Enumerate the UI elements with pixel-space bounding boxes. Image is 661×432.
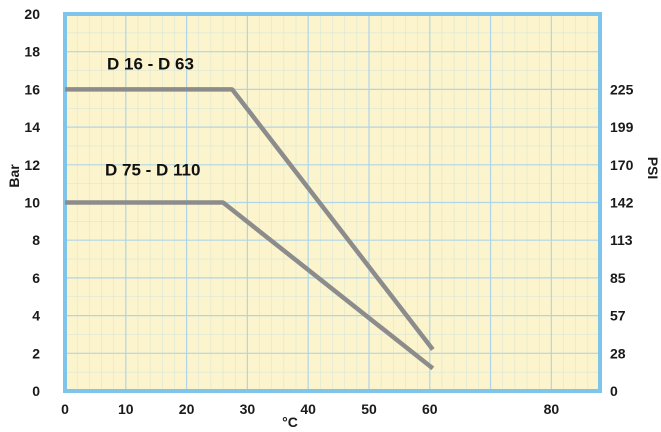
y-tick-label: 4: [32, 308, 40, 324]
x-tick-label: 50: [361, 401, 377, 417]
series-lines: [65, 87, 435, 371]
x-axis-ticks: 0 10 20 30 40 50 60 80: [61, 401, 559, 417]
x-tick-label: 10: [118, 401, 134, 417]
series-labels: D 16 - D 63 D 75 - D 110: [105, 54, 200, 179]
series-label-2: D 75 - D 110: [105, 161, 200, 180]
y2-axis-title: PSI: [645, 157, 661, 180]
series-line-1: [65, 87, 435, 351]
y-tick-label: 8: [32, 232, 40, 248]
y-tick-label: 20: [24, 6, 40, 22]
y2-tick-label: 199: [610, 119, 634, 135]
y-tick-label: 10: [24, 195, 40, 211]
y2-axis-ticks: 0 28 57 85 113 142 170 199 225: [610, 81, 634, 399]
x-tick-label: 80: [544, 401, 560, 417]
y-axis-ticks: 0 2 4 6 8 10 12 14 16 18 20: [24, 6, 40, 399]
x-tick-label: 40: [300, 401, 316, 417]
y2-tick-label: 0: [610, 383, 618, 399]
series-line-2: [65, 200, 435, 371]
y-tick-label: 14: [24, 119, 40, 135]
x-tick-label: 20: [179, 401, 195, 417]
y-tick-label: 6: [32, 270, 40, 286]
y2-tick-label: 57: [610, 308, 626, 324]
y-tick-label: 18: [24, 44, 40, 60]
x-axis-title: °C: [282, 414, 298, 430]
x-tick-label: 0: [61, 401, 69, 417]
y2-tick-label: 225: [610, 81, 634, 97]
y2-tick-label: 113: [610, 232, 633, 248]
y2-tick-label: 170: [610, 157, 634, 173]
y-tick-label: 2: [32, 345, 40, 361]
series-label-1: D 16 - D 63: [107, 54, 194, 73]
y2-tick-label: 142: [610, 195, 634, 211]
x-tick-label: 30: [240, 401, 256, 417]
x-tick-label: 60: [422, 401, 438, 417]
y-tick-label: 12: [24, 157, 40, 173]
y2-tick-label: 28: [610, 345, 626, 361]
y2-tick-label: 85: [610, 270, 626, 286]
y-axis-title: Bar: [6, 164, 22, 188]
y-tick-label: 0: [32, 383, 40, 399]
y-tick-label: 16: [24, 81, 40, 97]
